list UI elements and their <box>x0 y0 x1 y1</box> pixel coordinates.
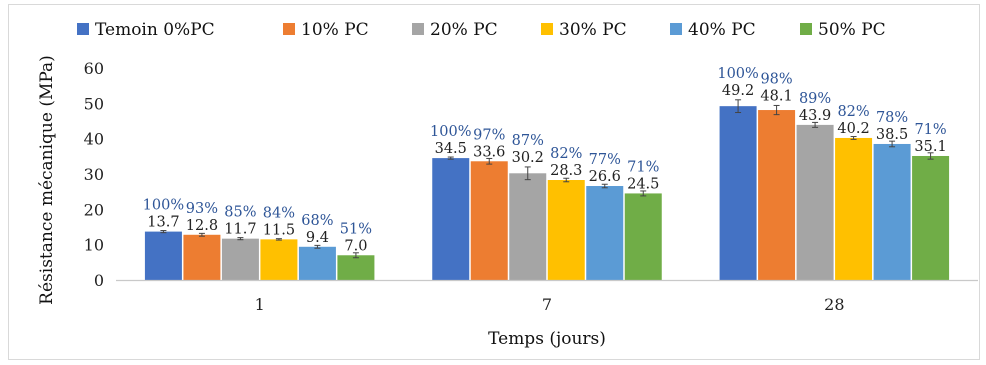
bar <box>298 246 336 280</box>
data-label: 40.2 <box>837 121 869 137</box>
x-axis-title: Temps (jours) <box>488 329 606 349</box>
legend-label: 50% PC <box>818 20 886 40</box>
bar <box>873 143 911 280</box>
x-axis: 1 7 28 <box>116 279 978 314</box>
y-axis-title: Résistance mécanique (MPa) <box>37 55 57 305</box>
data-label: 12.8 <box>186 218 218 234</box>
legend-swatch <box>670 23 682 35</box>
bar <box>470 161 508 280</box>
percent-label: 77% <box>589 152 621 168</box>
percent-label: 97% <box>473 127 505 143</box>
bar <box>796 124 834 281</box>
percent-label: 84% <box>263 205 295 221</box>
percent-label: 89% <box>799 91 831 107</box>
y-tick-label: 60 <box>84 59 104 78</box>
legend-swatch <box>283 23 295 35</box>
legend-swatch <box>541 23 553 35</box>
bar <box>432 158 470 280</box>
percent-label: 87% <box>512 133 544 149</box>
percent-label: 100% <box>143 198 184 214</box>
bar <box>547 180 585 280</box>
data-label: 28.3 <box>550 163 582 179</box>
legend-label: 30% PC <box>559 20 627 40</box>
percent-label: 71% <box>627 159 659 175</box>
legend-label: 40% PC <box>688 20 756 40</box>
bar <box>509 173 547 280</box>
bar <box>586 186 624 280</box>
data-label: 9.4 <box>306 230 329 246</box>
data-label: 30.2 <box>512 150 544 166</box>
legend-label: Temoin 0%PC <box>95 20 215 40</box>
data-label: 35.1 <box>914 139 946 155</box>
y-tick-label: 30 <box>84 165 104 184</box>
percent-label: 98% <box>760 71 792 87</box>
chart-legend: Temoin 0%PC 10% PC 20% PC 30% PC 40% PC 50% P… <box>77 20 886 40</box>
bar <box>260 239 298 280</box>
percent-label: 78% <box>876 110 908 126</box>
data-label: 24.5 <box>627 176 659 192</box>
bar <box>144 231 182 280</box>
percent-label: 51% <box>340 221 372 237</box>
y-tick-label: 40 <box>84 130 104 149</box>
bar-series: 13.7100%12.893%11.785%11.584%9.468%7.051… <box>143 66 950 281</box>
data-label: 49.2 <box>722 83 754 99</box>
data-label: 11.7 <box>224 222 256 238</box>
bar <box>337 255 375 280</box>
y-tick-label: 50 <box>84 94 104 113</box>
bar <box>835 137 873 280</box>
bar <box>912 155 950 280</box>
data-label: 13.7 <box>147 215 179 231</box>
bar <box>719 106 757 280</box>
y-tick-label: 0 <box>94 271 104 290</box>
percent-label: 100% <box>430 124 471 140</box>
data-label: 34.5 <box>435 141 467 157</box>
percent-label: 68% <box>301 213 333 229</box>
legend-label: 10% PC <box>301 20 369 40</box>
percent-label: 100% <box>717 66 758 82</box>
bar <box>221 238 259 280</box>
percent-label: 82% <box>837 104 869 120</box>
data-label: 33.6 <box>473 144 505 160</box>
y-axis: 0 10 20 30 40 50 60 <box>84 59 104 290</box>
legend-swatch <box>77 23 89 35</box>
data-label: 38.5 <box>876 127 908 143</box>
percent-label: 82% <box>550 146 582 162</box>
legend-swatch <box>412 23 424 35</box>
legend-label: 20% PC <box>430 20 498 40</box>
bar <box>758 110 796 281</box>
legend-swatch <box>800 23 812 35</box>
x-tick-label: 28 <box>824 295 844 314</box>
data-label: 43.9 <box>799 108 831 124</box>
y-tick-label: 20 <box>84 200 104 219</box>
data-label: 26.6 <box>589 169 621 185</box>
percent-label: 71% <box>914 122 946 138</box>
x-tick-label: 1 <box>255 295 265 314</box>
y-tick-label: 10 <box>84 236 104 255</box>
percent-label: 85% <box>224 205 256 221</box>
percent-label: 93% <box>186 201 218 217</box>
data-label: 7.0 <box>344 238 367 254</box>
data-label: 48.1 <box>760 88 792 104</box>
bar <box>183 234 221 280</box>
bar <box>624 193 662 280</box>
x-tick-label: 7 <box>542 295 552 314</box>
data-label: 11.5 <box>263 222 295 238</box>
